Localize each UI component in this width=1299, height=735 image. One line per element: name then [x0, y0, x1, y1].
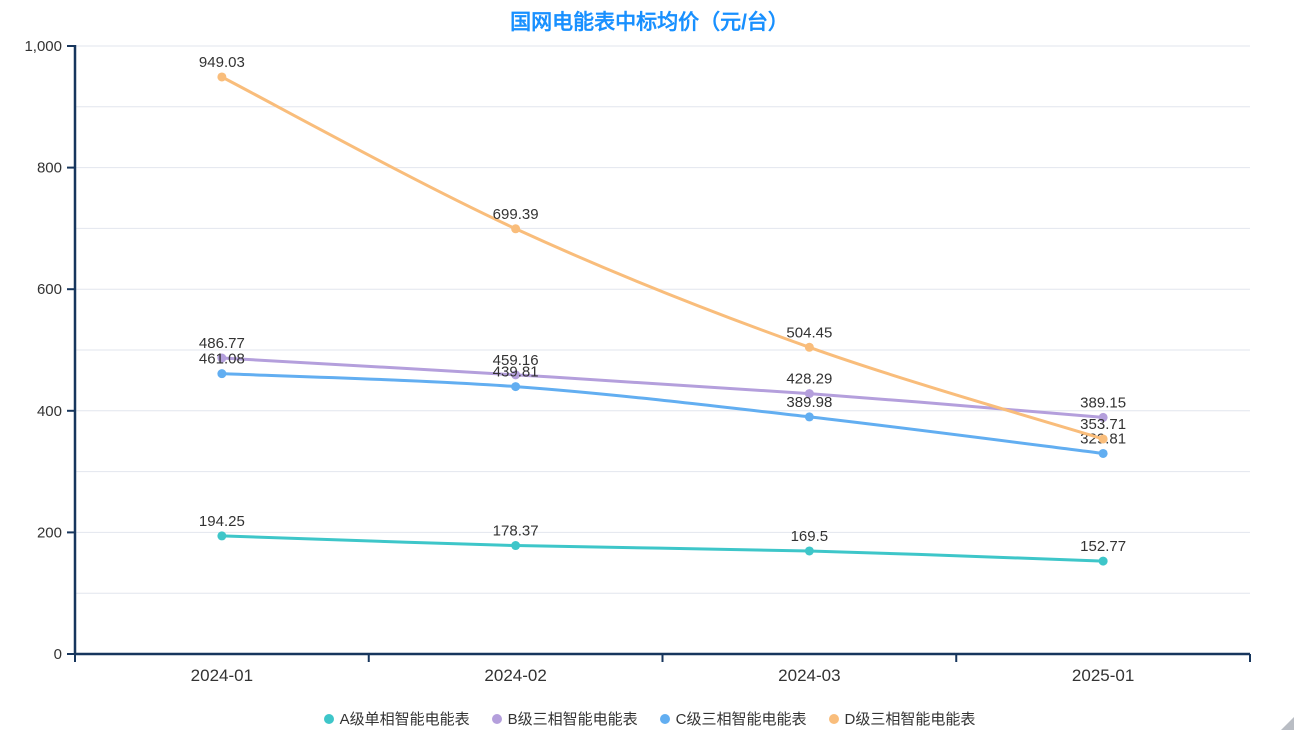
data-label: 389.98	[786, 394, 832, 411]
legend-label: D级三相智能电能表	[844, 711, 976, 728]
x-tick-label: 2024-03	[778, 666, 840, 685]
data-label: 949.03	[199, 54, 245, 71]
y-tick-label: 400	[37, 403, 62, 420]
series-line[interactable]	[220, 534, 1105, 563]
data-point[interactable]	[511, 224, 521, 234]
data-point[interactable]	[804, 389, 814, 399]
data-label: 439.81	[493, 364, 539, 381]
resize-handle-icon[interactable]	[1281, 717, 1294, 730]
data-point[interactable]	[1098, 412, 1108, 422]
x-tick-label: 2025-01	[1072, 666, 1134, 685]
legend-item-3[interactable]: D级三相智能电能表	[828, 708, 976, 729]
chart-title: 国网电能表中标均价（元/台）	[510, 11, 789, 34]
data-point[interactable]	[511, 382, 521, 392]
data-point[interactable]	[217, 369, 227, 379]
legend: A级单相智能电能表 B级三相智能电能表 C级三相智能电能表 D级三相智能电能表	[0, 708, 1299, 729]
data-point[interactable]	[511, 370, 521, 380]
y-tick-label: 200	[37, 524, 62, 541]
data-point[interactable]	[804, 546, 814, 556]
series-line[interactable]	[220, 372, 1105, 455]
x-tick-label: 2024-01	[191, 666, 253, 685]
data-point[interactable]	[1098, 556, 1108, 566]
data-label: 169.5	[791, 528, 829, 545]
data-point[interactable]	[217, 72, 227, 82]
data-label: 504.45	[786, 324, 832, 341]
data-point[interactable]	[217, 353, 227, 363]
legend-item-0[interactable]: A级单相智能电能表	[323, 708, 470, 729]
data-label: 699.39	[493, 206, 539, 223]
data-label: 194.25	[199, 513, 245, 530]
data-point[interactable]	[1098, 434, 1108, 444]
data-label: 389.15	[1080, 394, 1126, 411]
data-label: 178.37	[493, 523, 539, 540]
legend-marker-icon	[659, 713, 670, 724]
data-label: 353.71	[1080, 416, 1126, 433]
y-tick-label: 0	[54, 646, 62, 663]
legend-label: A级单相智能电能表	[339, 711, 470, 728]
data-label: 152.77	[1080, 538, 1126, 555]
x-tick-label: 2024-02	[484, 666, 546, 685]
data-point[interactable]	[804, 412, 814, 422]
legend-marker-icon	[491, 713, 502, 724]
y-tick-label: 600	[37, 281, 62, 298]
legend-label: B级三相智能电能表	[507, 711, 638, 728]
legend-marker-icon	[828, 713, 839, 724]
y-tick-label: 1,000	[24, 38, 62, 55]
data-point[interactable]	[511, 541, 521, 551]
data-point[interactable]	[804, 342, 814, 352]
series-line[interactable]	[220, 75, 1105, 441]
data-label: 459.16	[493, 352, 539, 369]
data-label: 486.77	[199, 335, 245, 352]
legend-item-1[interactable]: B级三相智能电能表	[491, 708, 638, 729]
series-line[interactable]	[220, 356, 1105, 419]
data-point[interactable]	[217, 531, 227, 541]
data-label: 461.08	[199, 351, 245, 368]
legend-marker-icon	[323, 713, 334, 724]
y-tick-label: 800	[37, 160, 62, 177]
legend-label: C级三相智能电能表	[675, 711, 807, 728]
legend-item-2[interactable]: C级三相智能电能表	[659, 708, 807, 729]
data-label: 428.29	[786, 371, 832, 388]
data-point[interactable]	[1098, 448, 1108, 458]
